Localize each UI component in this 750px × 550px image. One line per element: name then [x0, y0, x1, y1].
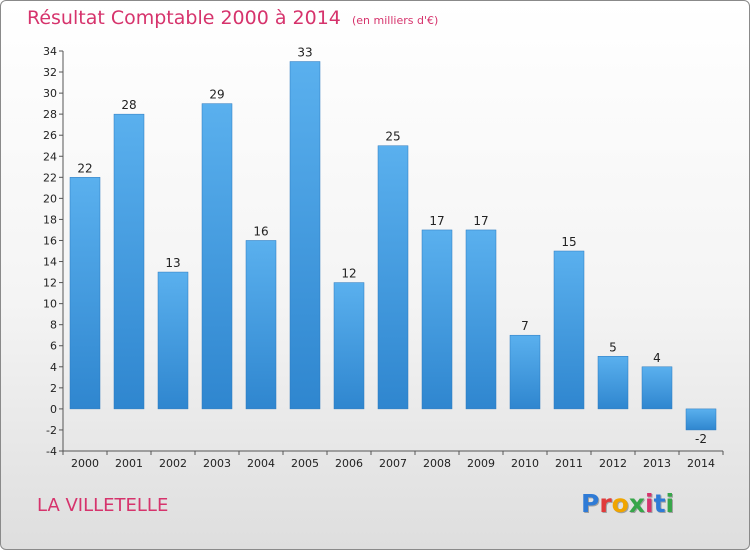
chart-title-block: Résultat Comptable 2000 à 2014 (en milli…: [27, 7, 438, 29]
logo-letter: t: [653, 489, 666, 518]
bar: [421, 229, 453, 410]
y-tick-label: 8: [50, 319, 57, 332]
bar-value-label: 15: [561, 235, 576, 249]
x-tick-label: 2011: [555, 457, 583, 470]
y-tick-label: 32: [43, 66, 57, 79]
y-tick-label: 26: [43, 129, 57, 142]
bar-value-label: 17: [473, 214, 488, 228]
bar-value-label: 25: [385, 130, 400, 144]
bar-value-label: 28: [121, 98, 136, 112]
bar: [377, 145, 409, 410]
x-tick-label: 2004: [247, 457, 275, 470]
x-tick-label: 2010: [511, 457, 539, 470]
bar: [157, 271, 189, 410]
bar-value-label: -2: [695, 432, 707, 446]
logo-letter: P: [581, 489, 600, 518]
bar: [289, 61, 321, 410]
y-tick-label: -2: [46, 424, 57, 437]
bar: [641, 366, 673, 410]
y-tick-label: 18: [43, 213, 57, 226]
y-tick-label: 22: [43, 171, 57, 184]
y-tick-label: 30: [43, 87, 57, 100]
y-tick-label: 28: [43, 108, 57, 121]
bar-value-label: 29: [209, 88, 224, 102]
x-tick-label: 2008: [423, 457, 451, 470]
bar-value-label: 7: [521, 319, 529, 333]
commune-name: LA VILLETELLE: [37, 495, 169, 516]
bar-value-label: 5: [609, 340, 617, 354]
bar: [245, 240, 277, 410]
y-tick-label: 6: [50, 340, 57, 353]
y-tick-label: 14: [43, 256, 57, 269]
bar: [685, 408, 717, 431]
bar: [333, 282, 365, 410]
y-tick-label: 0: [50, 403, 57, 416]
y-tick-label: -4: [46, 445, 57, 458]
bar-value-label: 16: [253, 224, 268, 238]
logo-letter: r: [599, 489, 612, 518]
bar-value-label: 22: [77, 161, 92, 175]
logo-letter: i: [645, 489, 654, 518]
bar: [597, 356, 629, 410]
y-tick-label: 16: [43, 234, 57, 247]
bar-value-label: 12: [341, 267, 356, 281]
x-tick-label: 2013: [643, 457, 671, 470]
bar: [201, 103, 233, 410]
chart-unit: (en milliers d'€): [351, 14, 439, 27]
y-tick-label: 24: [43, 150, 57, 163]
x-tick-label: 2002: [159, 457, 187, 470]
x-tick-label: 2006: [335, 457, 363, 470]
x-tick-label: 2007: [379, 457, 407, 470]
bar: [509, 334, 541, 410]
x-tick-label: 2005: [291, 457, 319, 470]
logo-letter: o: [611, 489, 629, 518]
bar: [465, 229, 497, 410]
y-tick-label: 20: [43, 192, 57, 205]
x-tick-label: 2014: [687, 457, 715, 470]
y-tick-label: 4: [50, 361, 57, 374]
bar: [69, 177, 101, 410]
x-tick-label: 2003: [203, 457, 231, 470]
x-tick-label: 2000: [71, 457, 99, 470]
bar-value-label: 17: [429, 214, 444, 228]
bar-value-label: 13: [165, 256, 180, 270]
logo-letter: x: [628, 489, 645, 518]
x-tick-label: 2012: [599, 457, 627, 470]
y-tick-label: 12: [43, 277, 57, 290]
bar-value-label: 4: [653, 351, 661, 365]
bar-value-label: 33: [297, 46, 312, 60]
proxiti-logo: Proxiti: [581, 489, 674, 518]
bar: [113, 113, 145, 410]
y-tick-label: 34: [43, 45, 57, 58]
y-tick-label: 2: [50, 382, 57, 395]
y-tick-label: 10: [43, 298, 57, 311]
x-tick-label: 2001: [115, 457, 143, 470]
logo-letter: i: [665, 489, 675, 518]
bar: [553, 250, 585, 410]
x-tick-label: 2009: [467, 457, 495, 470]
chart-title: Résultat Comptable 2000 à 2014: [27, 7, 341, 29]
